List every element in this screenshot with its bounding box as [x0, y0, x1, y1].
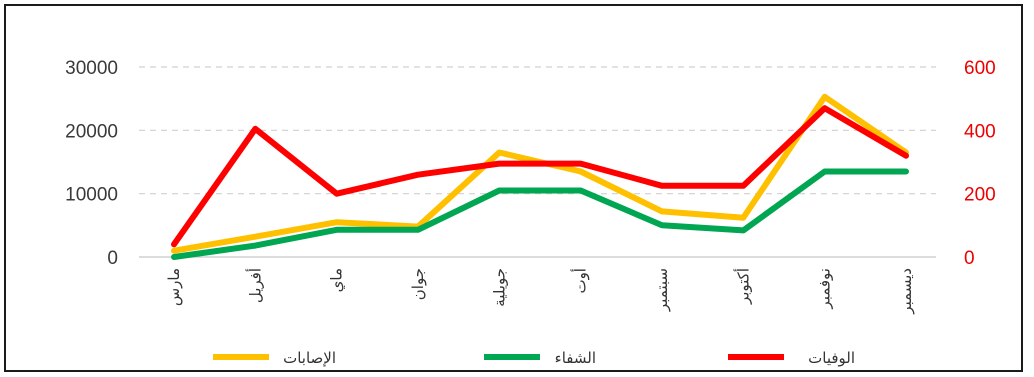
category-label: نوفمبر: [816, 268, 834, 310]
right-tick-label: 600: [964, 58, 996, 79]
category-axis: مارس أفريل ماي جوان جويلية أوت سبتمبر أكتوبر نوف…: [165, 268, 915, 315]
category-label: أكتوبر: [733, 268, 752, 305]
category-label: سبتمبر: [653, 268, 671, 312]
category-label: جويلية: [490, 268, 508, 307]
left-tick-label: 10000: [65, 185, 118, 206]
gridlines: [139, 66, 936, 258]
right-tick-label: 400: [964, 121, 996, 142]
right-tick-label: 200: [964, 185, 996, 206]
legend-label: الوفيات: [808, 349, 855, 367]
series-line: [171, 168, 909, 260]
series-line: [171, 93, 909, 254]
line-chart: 0 10000 20000 30000 0 200 400 600 مارس أفريل ماي…: [65, 58, 996, 367]
category-label: ديسمبر: [897, 268, 915, 315]
left-tick-label: 20000: [65, 121, 118, 142]
category-label: أفريل: [245, 268, 264, 303]
chart-frame: 0 10000 20000 30000 0 200 400 600 مارس أفريل ماي…: [4, 4, 1023, 372]
legend: الإصابات الشفاء الوفيات: [213, 349, 855, 367]
legend-label: الإصابات: [283, 349, 336, 367]
category-label: ماي: [328, 268, 347, 292]
right-axis: 0 200 400 600: [964, 58, 996, 269]
legend-label: الشفاء: [555, 349, 596, 367]
left-tick-label: 30000: [65, 58, 118, 79]
category-label: جوان: [409, 268, 427, 300]
left-axis: 0 10000 20000 30000: [65, 58, 118, 269]
series-line: [171, 105, 909, 248]
category-label: مارس: [165, 268, 183, 306]
category-label: أوت: [571, 268, 590, 294]
series-lines: [171, 93, 909, 260]
right-tick-label: 0: [964, 248, 975, 269]
left-tick-label: 0: [107, 248, 118, 269]
